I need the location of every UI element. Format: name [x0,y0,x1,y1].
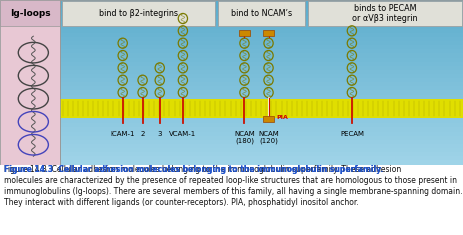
Bar [60,0,463,164]
Text: VCAM-1: VCAM-1 [169,131,196,137]
Bar [60,123,463,127]
Bar [60,127,463,132]
Bar [60,152,463,156]
Bar [60,66,463,70]
Bar [60,25,463,29]
Text: Figure 14.3  Cellular adhesion molecules belonging to the immunoglobulin superfa: Figure 14.3 Cellular adhesion molecules … [4,164,462,207]
Bar [308,1,462,26]
Bar [60,136,463,140]
Bar [60,4,463,8]
Bar [60,160,463,164]
Bar [60,74,463,78]
Bar [60,99,463,103]
Bar [60,90,463,94]
Bar [218,1,305,26]
Bar [60,37,463,41]
Text: bind to NCAM’s: bind to NCAM’s [231,9,292,18]
Bar [239,30,250,36]
Bar [60,16,463,21]
Bar [60,103,463,107]
Bar [0,0,60,164]
Bar [60,49,463,53]
Text: Figure 14.3  Cellular adhesion molecules belonging to the immunoglobulin superfa: Figure 14.3 Cellular adhesion molecules … [4,164,383,173]
Bar [60,140,463,144]
Text: PIA: PIA [276,115,288,120]
Bar [60,58,463,62]
Bar [60,144,463,148]
Bar [60,41,463,45]
Text: PECAM: PECAM [340,131,364,137]
Bar [0,0,60,26]
Bar [60,99,463,118]
Bar [60,45,463,49]
Bar [60,0,463,4]
Bar [60,78,463,82]
Bar [60,21,463,25]
Text: 2: 2 [140,131,145,137]
Text: NCAM
(180): NCAM (180) [234,131,255,144]
Text: Figure 14.3  Cellular adhesion molecules belonging to the immunoglobulin superfa: Figure 14.3 Cellular adhesion molecules … [4,164,383,173]
Text: NCAM
(120): NCAM (120) [258,131,279,144]
Bar [263,30,274,36]
Bar [60,70,463,74]
Bar [62,1,215,26]
Bar [60,148,463,152]
Text: Ig-loops: Ig-loops [10,9,50,18]
Bar [60,29,463,33]
Text: 3: 3 [157,131,162,137]
Bar [60,94,463,99]
Bar [60,107,463,111]
Bar [60,115,463,119]
Bar [60,53,463,58]
Bar [263,116,274,122]
Bar [60,86,463,90]
Bar [60,62,463,66]
Bar [60,8,463,12]
Text: ICAM-1: ICAM-1 [111,131,135,137]
Bar [60,33,463,37]
Text: bind to β2-integrins: bind to β2-integrins [99,9,178,18]
Bar [60,132,463,136]
Bar [60,82,463,86]
Text: binds to PECAM
or αVβ3 integrin: binds to PECAM or αVβ3 integrin [352,4,418,23]
Bar [60,12,463,16]
Bar [60,111,463,115]
Bar [60,156,463,160]
Bar [60,119,463,123]
